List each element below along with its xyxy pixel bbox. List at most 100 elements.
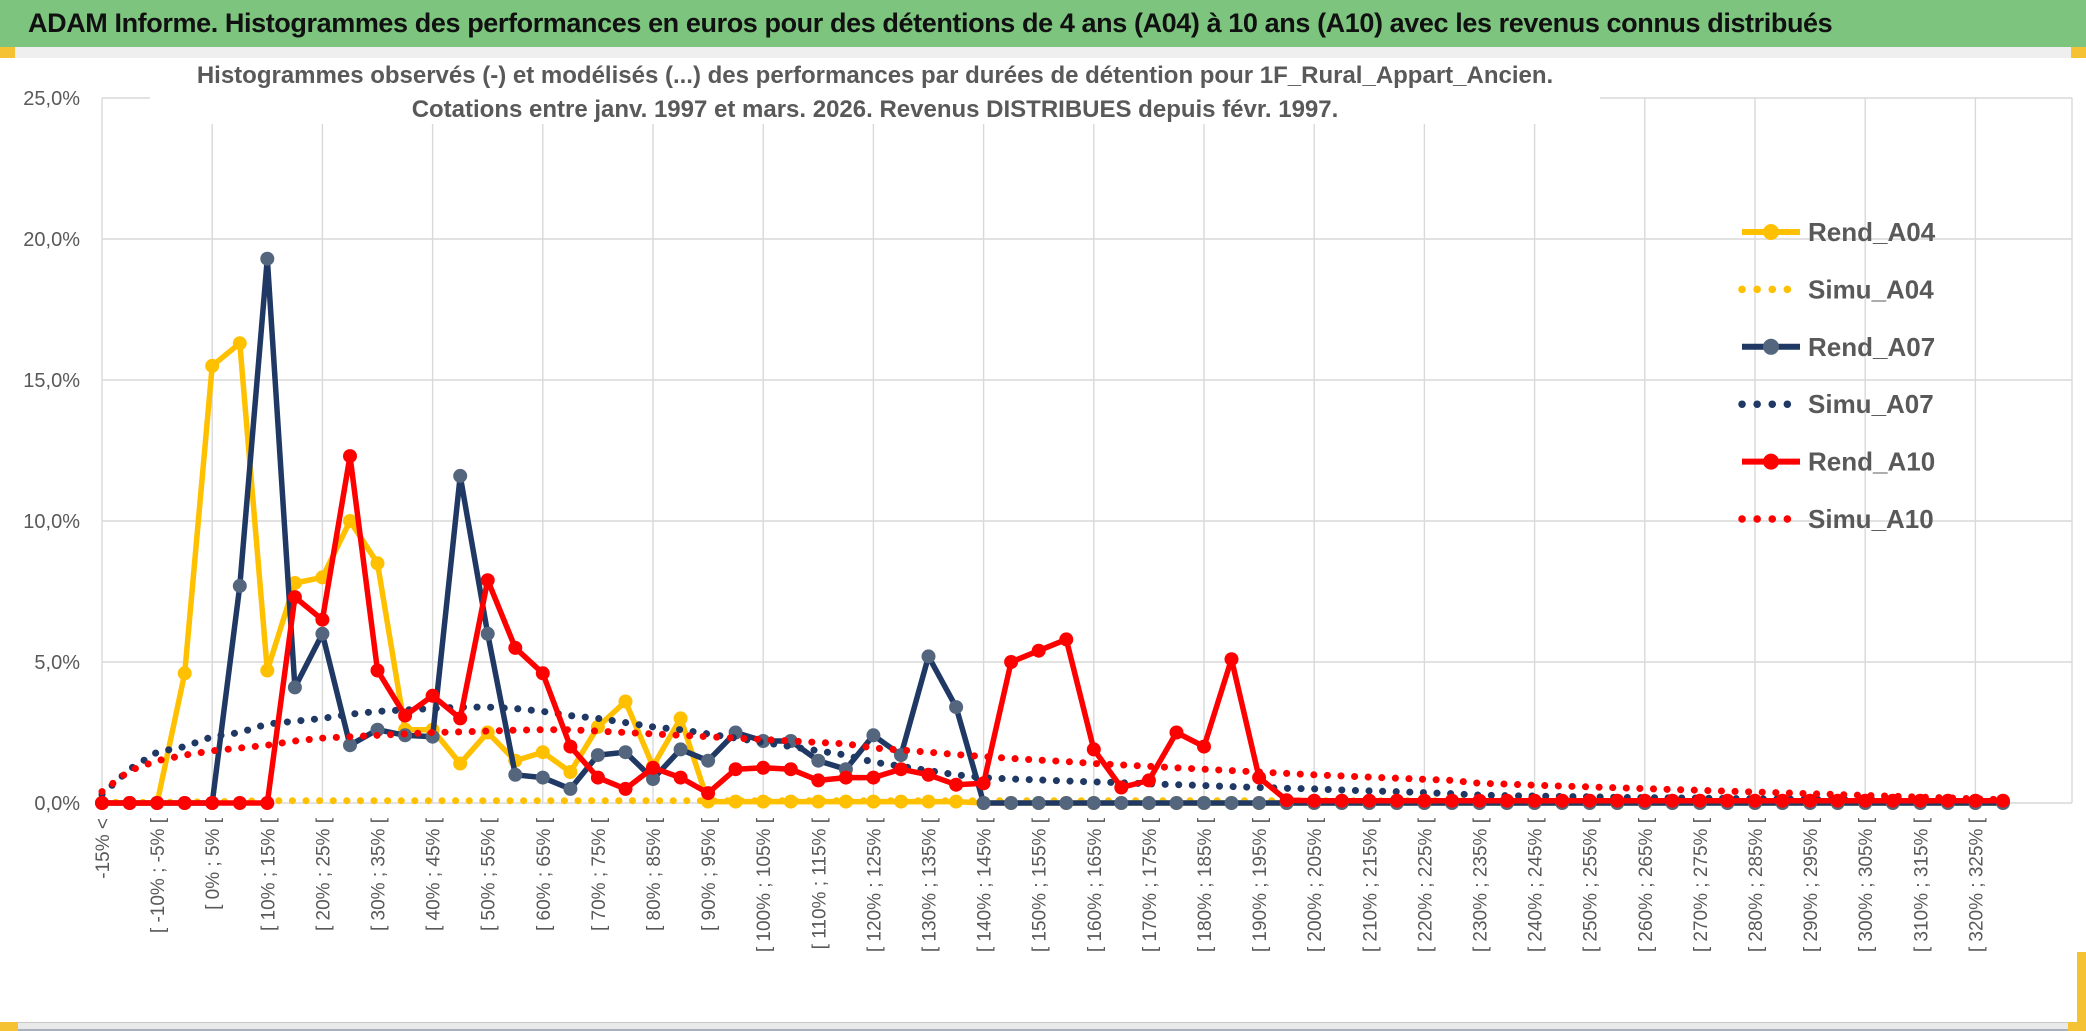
series-Rend_A07-marker bbox=[921, 649, 936, 664]
legend-item-Rend_A07[interactable]: Rend_A07 bbox=[1742, 332, 1935, 362]
series-Rend_A10-marker bbox=[232, 796, 247, 810]
legend-label: Rend_A07 bbox=[1808, 332, 1935, 362]
series-Rend_A10-marker bbox=[370, 663, 385, 678]
y-axis-tick-label: 5,0% bbox=[34, 652, 80, 674]
series-Rend_A04-marker bbox=[315, 570, 330, 585]
gold-right-strip bbox=[2077, 952, 2086, 1022]
legend-item-Simu_A04[interactable]: Simu_A04 bbox=[1738, 274, 1934, 304]
series-Rend_A07-marker bbox=[976, 796, 991, 810]
x-axis-tick-label: [ 280% ; 285% [ bbox=[1746, 817, 1767, 952]
series-Rend_A07-marker bbox=[673, 742, 688, 757]
series-Rend_A07-marker bbox=[1224, 796, 1239, 810]
legend-label: Simu_A04 bbox=[1808, 274, 1934, 304]
series-Rend_A10-marker bbox=[1417, 793, 1432, 808]
series-Rend_A04-marker bbox=[205, 358, 220, 373]
x-axis-tick-label: [ 250% ; 255% [ bbox=[1581, 817, 1602, 952]
series-Rend_A04-marker bbox=[535, 745, 550, 760]
legend-marker bbox=[1763, 453, 1779, 470]
series-Rend_A10-marker bbox=[205, 796, 220, 810]
series-Rend_A10-marker bbox=[1445, 793, 1459, 808]
series-Rend_A10-marker bbox=[728, 762, 743, 777]
series-Rend_A04-marker bbox=[370, 556, 385, 571]
x-axis-tick-label: -15% < bbox=[93, 818, 114, 879]
series-Rend_A10-marker bbox=[783, 762, 798, 777]
x-axis-tick-label: [ 320% ; 325% [ bbox=[1966, 817, 1987, 952]
y-axis-tick-label: 15,0% bbox=[23, 370, 80, 392]
series-Rend_A10-marker bbox=[701, 786, 716, 801]
x-axis-tick-label: [ 200% ; 205% [ bbox=[1305, 817, 1326, 952]
series-Rend_A04-marker bbox=[177, 666, 192, 681]
chart-title-line1: Histogrammes observés (-) et modélisés (… bbox=[150, 62, 1600, 90]
legend-label: Simu_A10 bbox=[1808, 504, 1934, 534]
series-Rend_A10-marker bbox=[756, 760, 771, 775]
series-Rend_A07-marker bbox=[1059, 796, 1074, 810]
x-axis-tick-label: [ 90% ; 95% [ bbox=[699, 817, 720, 931]
x-axis-tick-label: [ 160% ; 165% [ bbox=[1085, 817, 1106, 952]
series-Rend_A10-marker bbox=[894, 762, 908, 777]
legend-item-Rend_A10[interactable]: Rend_A10 bbox=[1742, 447, 1935, 477]
series-Rend_A10-marker bbox=[480, 573, 495, 588]
series-Rend_A10-marker bbox=[866, 770, 881, 785]
legend-marker bbox=[1763, 224, 1779, 240]
x-axis-tick-label: [ 40% ; 45% [ bbox=[424, 817, 445, 931]
x-axis-tick-label: [ 10% ; 15% [ bbox=[258, 817, 279, 931]
x-axis-tick-label: [ 120% ; 125% [ bbox=[864, 817, 885, 952]
gold-corner-bottom-left bbox=[0, 1022, 18, 1031]
series-Rend_A10-marker bbox=[1555, 793, 1570, 808]
series-Rend_A07-marker bbox=[1004, 796, 1019, 810]
legend-item-Rend_A04[interactable]: Rend_A04 bbox=[1742, 217, 1936, 247]
x-axis-tick-label: [ 130% ; 135% [ bbox=[920, 817, 941, 952]
series-Rend_A10-marker bbox=[838, 770, 853, 785]
series-Rend_A07-marker bbox=[1252, 796, 1267, 810]
series-Rend_A07-marker bbox=[1086, 796, 1101, 810]
series-Rend_A04-marker bbox=[260, 663, 275, 678]
series-Rend_A07-marker bbox=[260, 251, 275, 266]
gold-corner-top-left bbox=[0, 47, 15, 58]
series-Rend_A10-marker bbox=[1472, 793, 1487, 808]
series-Rend_A10-marker bbox=[343, 449, 357, 464]
series-Rend_A10-marker bbox=[260, 796, 275, 810]
series-Rend_A07-line bbox=[99, 255, 2006, 806]
series-Rend_A10-marker bbox=[1334, 793, 1349, 808]
series-Rend_A10-line bbox=[99, 453, 2006, 806]
x-axis-tick-label: [ 20% ; 25% [ bbox=[313, 817, 334, 931]
series-Rend_A10-marker bbox=[1362, 793, 1377, 808]
legend-item-Simu_A07[interactable]: Simu_A07 bbox=[1738, 389, 1934, 419]
series-Rend_A10-marker bbox=[287, 590, 302, 605]
series-Rend_A10-marker bbox=[1114, 780, 1129, 795]
x-axis-tick-label: [ 30% ; 35% [ bbox=[369, 817, 390, 931]
y-axis-tick-label: 25,0% bbox=[23, 88, 80, 110]
series-Rend_A10-marker bbox=[1692, 793, 1707, 808]
series-Rend_A04-marker bbox=[343, 514, 357, 528]
series-Rend_A07-marker bbox=[535, 770, 550, 785]
series-Rend_A10-marker bbox=[1527, 793, 1542, 808]
series-Rend_A10-marker bbox=[1748, 793, 1762, 808]
series-Rend_A10-marker bbox=[398, 708, 413, 723]
chart-title-line2: Cotations entre janv. 1997 et mars. 2026… bbox=[150, 96, 1600, 124]
series-Rend_A07-marker bbox=[949, 700, 964, 715]
series-Rend_A07-marker bbox=[315, 626, 330, 641]
series-Rend_A07-marker bbox=[287, 680, 302, 695]
series-Rend_A10-marker bbox=[1500, 793, 1514, 808]
legend-label: Rend_A10 bbox=[1808, 447, 1935, 477]
series-Rend_A04-marker bbox=[563, 765, 578, 779]
x-axis-tick-label: [ 50% ; 55% [ bbox=[479, 817, 500, 931]
series-Rend_A10-marker bbox=[976, 776, 991, 791]
series-Rend_A10-marker bbox=[1252, 770, 1267, 785]
series-Rend_A10-marker bbox=[1086, 742, 1101, 757]
series-Rend_A07-marker bbox=[480, 626, 495, 641]
series-Rend_A10-marker bbox=[508, 640, 523, 655]
legend-item-Simu_A10[interactable]: Simu_A10 bbox=[1738, 504, 1934, 534]
series-Rend_A10-marker bbox=[122, 796, 137, 810]
series-Rend_A10-marker bbox=[1582, 793, 1597, 808]
series-Rend_A10-marker bbox=[949, 777, 964, 792]
series-Rend_A10-marker bbox=[1307, 793, 1322, 808]
x-axis-tick-label: [ 260% ; 265% [ bbox=[1636, 817, 1657, 952]
series-Simu_A07-line bbox=[98, 703, 2007, 805]
x-axis-tick-label: [ 0% ; 5% [ bbox=[203, 817, 224, 910]
y-axis-tick-label: 20,0% bbox=[23, 229, 80, 251]
series-Rend_A10-marker bbox=[1389, 793, 1404, 808]
series-Rend_A07-marker bbox=[343, 738, 357, 753]
series-Rend_A10-marker bbox=[535, 666, 550, 681]
